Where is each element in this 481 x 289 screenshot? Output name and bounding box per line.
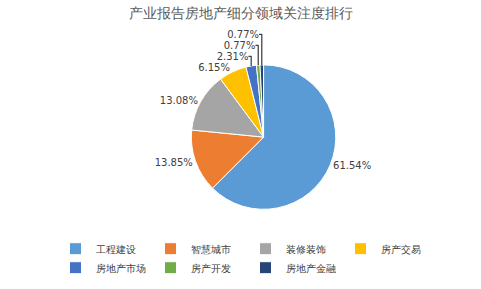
svg-text:13.85%: 13.85% — [155, 157, 193, 168]
svg-text:2.31%: 2.31% — [217, 51, 249, 62]
svg-text:6.15%: 6.15% — [198, 62, 230, 73]
svg-text:13.08%: 13.08% — [160, 95, 198, 106]
svg-text:房产开发: 房产开发 — [191, 263, 231, 274]
svg-text:房地产市场: 房地产市场 — [96, 263, 146, 274]
svg-text:房地产金融: 房地产金融 — [286, 263, 336, 274]
svg-text:房产交易: 房产交易 — [381, 244, 421, 255]
svg-text:61.54%: 61.54% — [333, 160, 371, 171]
svg-text:智慧城市: 智慧城市 — [191, 244, 231, 255]
svg-text:0.77%: 0.77% — [224, 40, 256, 51]
svg-text:装修装饰: 装修装饰 — [286, 244, 326, 255]
svg-text:工程建设: 工程建设 — [96, 244, 136, 255]
svg-text:产业报告房地产细分领域关注度排行: 产业报告房地产细分领域关注度排行 — [129, 5, 353, 21]
svg-text:0.77%: 0.77% — [227, 29, 259, 40]
